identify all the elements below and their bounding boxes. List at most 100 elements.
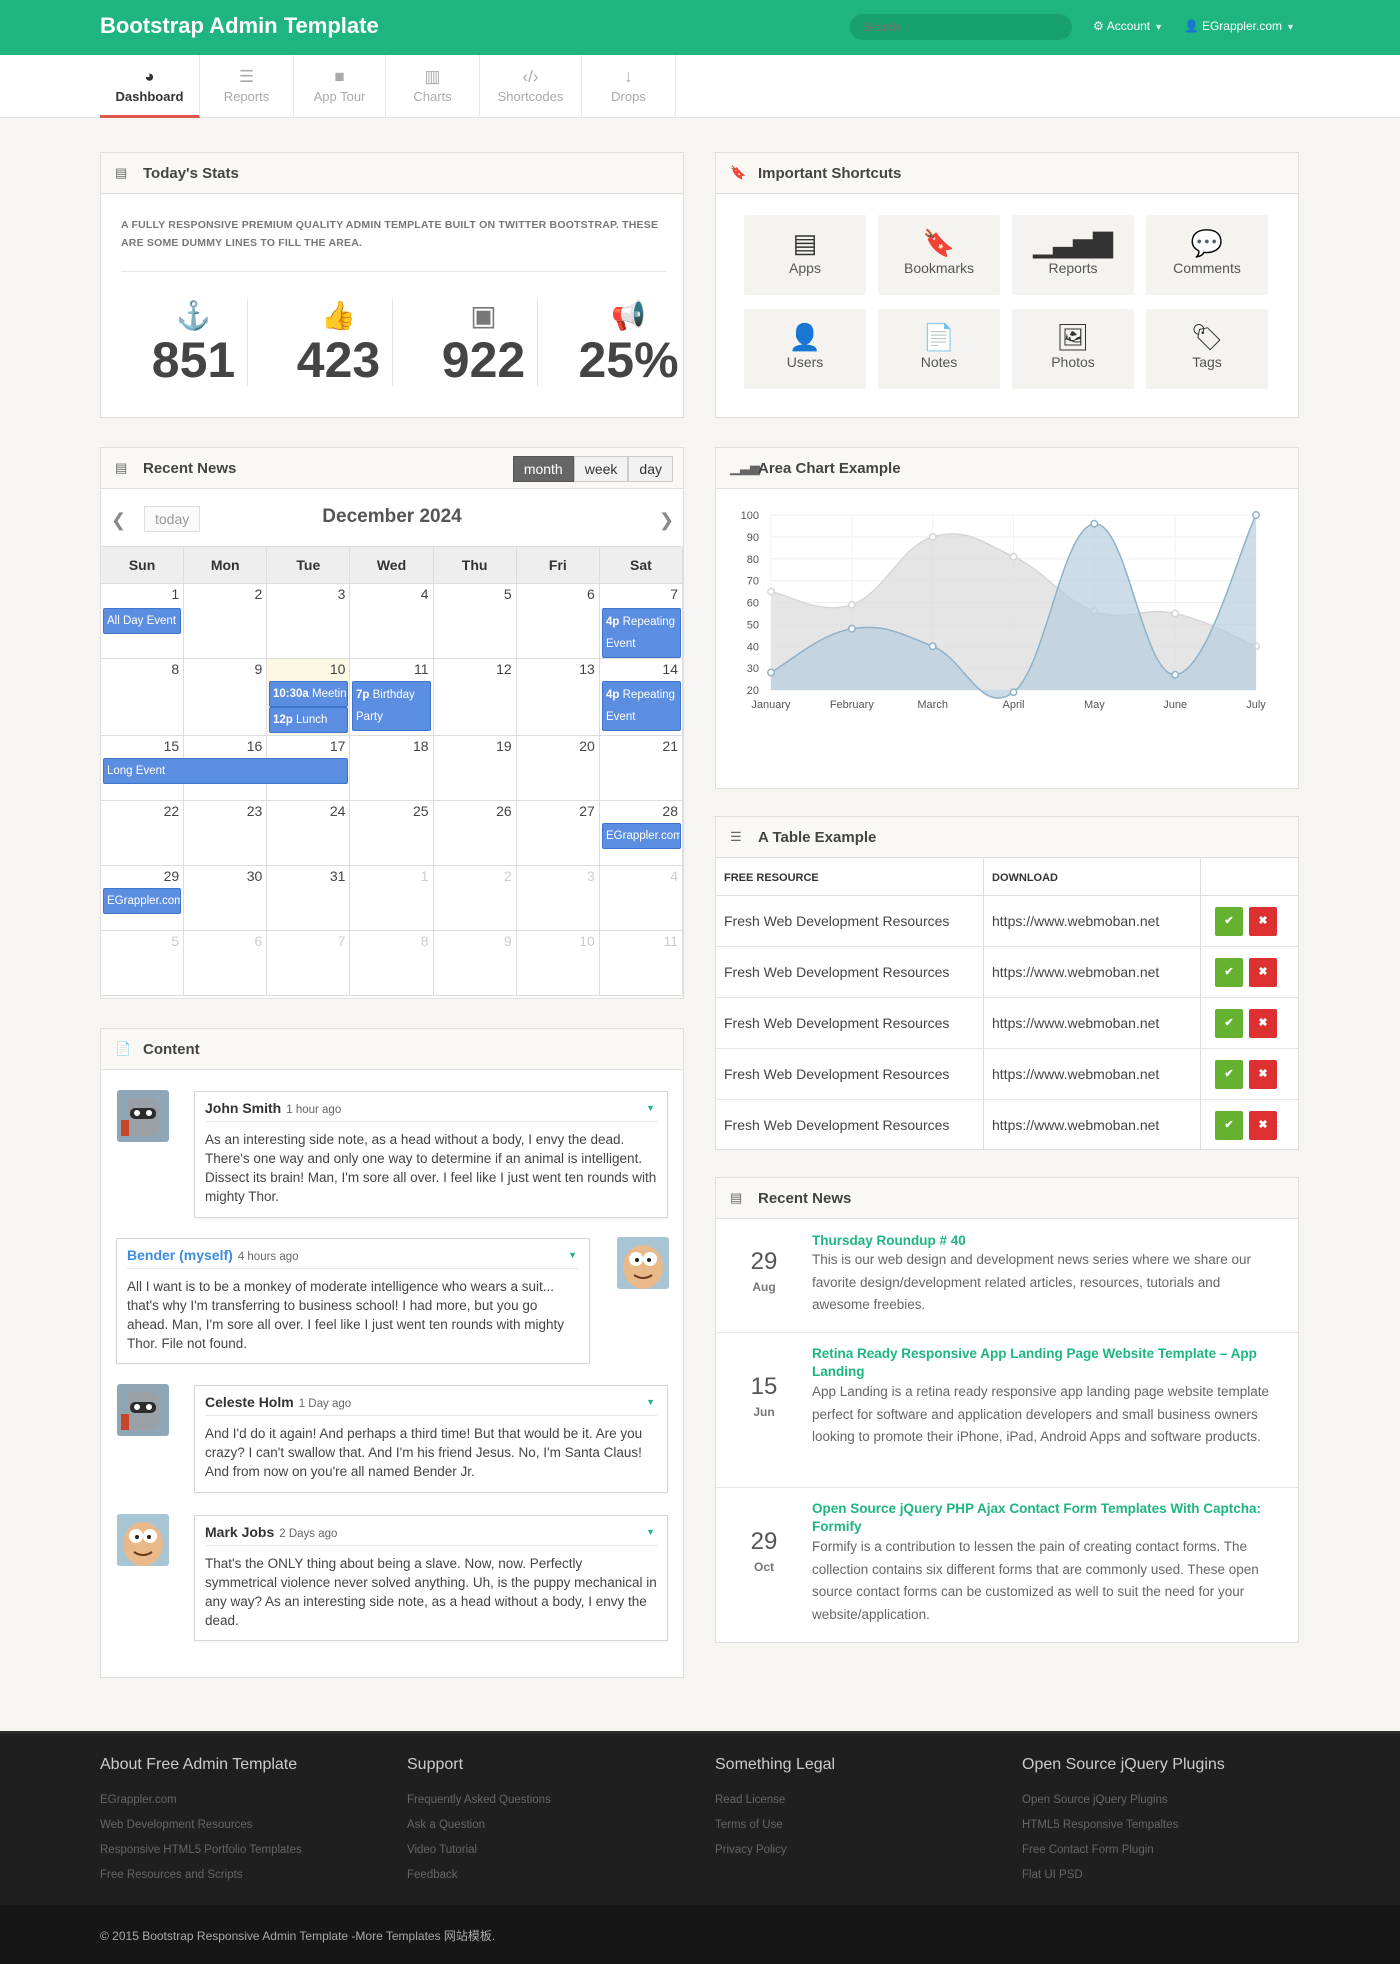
calendar-day[interactable]: 21: [600, 736, 683, 800]
footer-link[interactable]: Read License: [715, 1794, 786, 1806]
delete-button[interactable]: ✖: [1249, 958, 1277, 987]
approve-button[interactable]: ✔: [1215, 958, 1243, 987]
week-view-button[interactable]: week: [573, 456, 629, 482]
calendar-day[interactable]: 14: [600, 659, 683, 735]
footer-link[interactable]: EGrappler.com: [100, 1794, 177, 1806]
calendar-day[interactable]: 20: [517, 736, 600, 800]
calendar-event[interactable]: 4p Repeating Event: [602, 608, 681, 658]
footer-link[interactable]: Privacy Policy: [715, 1844, 787, 1856]
approve-button[interactable]: ✔: [1215, 1009, 1243, 1038]
download-cell[interactable]: https://www.webmoban.net: [992, 1066, 1160, 1082]
calendar-day[interactable]: 1: [350, 866, 434, 930]
calendar-event[interactable]: Long Event: [103, 758, 348, 784]
calendar-day[interactable]: 25: [350, 801, 434, 865]
comment-author[interactable]: Bender (myself): [127, 1247, 233, 1263]
approve-button[interactable]: ✔: [1215, 907, 1243, 936]
calendar-event[interactable]: EGrappler.com: [602, 823, 681, 849]
calendar-day[interactable]: 4: [600, 866, 683, 930]
calendar-day[interactable]: 26: [434, 801, 517, 865]
shortcut-apps[interactable]: ▤ Apps: [744, 215, 866, 295]
news-title[interactable]: Open Source jQuery PHP Ajax Contact Form…: [812, 1501, 1261, 1534]
calendar-event[interactable]: EGrappler.com: [103, 888, 181, 914]
footer-link[interactable]: Free Contact Form Plugin: [1022, 1844, 1154, 1856]
calendar-day[interactable]: 18: [350, 736, 434, 800]
calendar-day[interactable]: 28: [600, 801, 683, 865]
footer-link[interactable]: Frequently Asked Questions: [407, 1794, 551, 1806]
footer-link[interactable]: Terms of Use: [715, 1819, 783, 1831]
footer-link[interactable]: Feedback: [407, 1869, 458, 1881]
month-view-button[interactable]: month: [512, 456, 574, 482]
delete-button[interactable]: ✖: [1249, 1111, 1277, 1140]
calendar-day[interactable]: 23: [184, 801, 268, 865]
calendar-event[interactable]: 10:30a Meeting: [269, 681, 348, 707]
calendar-day[interactable]: 12: [434, 659, 517, 735]
calendar-day[interactable]: 13: [517, 659, 600, 735]
calendar-day[interactable]: 11: [350, 659, 434, 735]
approve-button[interactable]: ✔: [1215, 1111, 1243, 1140]
shortcut-notes[interactable]: 📄 Notes: [878, 309, 1000, 389]
calendar-day[interactable]: 29: [101, 866, 185, 930]
shortcut-users[interactable]: 👤 Users: [744, 309, 866, 389]
subnav-app-tour[interactable]: ■ App Tour: [294, 55, 386, 118]
account-menu[interactable]: ⚙ Account ▼: [1093, 19, 1163, 33]
footer-link[interactable]: Video Tutorial: [407, 1844, 478, 1856]
download-cell[interactable]: https://www.webmoban.net: [992, 1117, 1160, 1133]
subnav-drops[interactable]: ↓ Drops: [582, 55, 676, 118]
calendar-day[interactable]: 6: [517, 584, 600, 658]
shortcut-bookmarks[interactable]: 🔖 Bookmarks: [878, 215, 1000, 295]
calendar-day[interactable]: 6: [184, 931, 268, 995]
chevron-left-icon[interactable]: ❮: [111, 510, 127, 530]
shortcut-tags[interactable]: 🏷 Tags: [1146, 309, 1268, 389]
footer-link[interactable]: HTML5 Responsive Tempaltes: [1022, 1819, 1179, 1831]
calendar-day[interactable]: 30: [184, 866, 268, 930]
calendar-event[interactable]: 12p Lunch: [269, 707, 348, 733]
calendar-day[interactable]: 1: [101, 584, 185, 658]
calendar-event[interactable]: 7p Birthday Party: [352, 681, 431, 731]
calendar-day[interactable]: 2: [434, 866, 517, 930]
footer-link[interactable]: Free Resources and Scripts: [100, 1869, 243, 1881]
caret-down-icon[interactable]: ▼: [646, 1103, 655, 1113]
download-cell[interactable]: https://www.webmoban.net: [992, 1015, 1160, 1031]
calendar-day[interactable]: 9: [184, 659, 268, 735]
calendar-event[interactable]: 4p Repeating Event: [602, 681, 681, 731]
news-title[interactable]: Thursday Roundup # 40: [812, 1233, 966, 1248]
comment-author[interactable]: Celeste Holm: [205, 1394, 294, 1410]
calendar-day[interactable]: 24: [267, 801, 351, 865]
calendar-day[interactable]: 19: [434, 736, 517, 800]
shortcut-reports[interactable]: ▁▃▅▇ Reports: [1012, 215, 1134, 295]
user-menu[interactable]: 👤 EGrappler.com ▼: [1184, 19, 1295, 33]
delete-button[interactable]: ✖: [1249, 907, 1277, 936]
calendar-day[interactable]: 5: [434, 584, 517, 658]
caret-down-icon[interactable]: ▼: [568, 1250, 577, 1260]
footer-link[interactable]: Flat UI PSD: [1022, 1869, 1083, 1881]
calendar-event[interactable]: All Day Event: [103, 608, 181, 634]
calendar-day[interactable]: 8: [350, 931, 434, 995]
calendar-day[interactable]: 7: [267, 931, 351, 995]
calendar-day[interactable]: 22: [101, 801, 185, 865]
search-input[interactable]: [850, 14, 1072, 40]
calendar-day[interactable]: 11: [600, 931, 683, 995]
download-cell[interactable]: https://www.webmoban.net: [992, 964, 1160, 980]
calendar-day[interactable]: 10: [517, 931, 600, 995]
calendar-day[interactable]: 27: [517, 801, 600, 865]
footer-link[interactable]: Responsive HTML5 Portfolio Templates: [100, 1844, 302, 1856]
today-button[interactable]: today: [144, 506, 201, 532]
subnav-charts[interactable]: ▥ Charts: [386, 55, 480, 118]
calendar-day[interactable]: 7: [600, 584, 683, 658]
subnav-dashboard[interactable]: ◕ Dashboard: [100, 55, 200, 118]
caret-down-icon[interactable]: ▼: [646, 1527, 655, 1537]
comment-author[interactable]: John Smith: [205, 1100, 282, 1116]
shortcut-photos[interactable]: 🖼 Photos: [1012, 309, 1134, 389]
footer-link[interactable]: Open Source jQuery Plugins: [1022, 1794, 1168, 1806]
chevron-right-icon[interactable]: ❯: [659, 510, 675, 530]
news-title[interactable]: Retina Ready Responsive App Landing Page…: [812, 1346, 1257, 1379]
delete-button[interactable]: ✖: [1249, 1060, 1277, 1089]
calendar-day[interactable]: 5: [101, 931, 185, 995]
day-view-button[interactable]: day: [628, 456, 673, 482]
brand-title[interactable]: Bootstrap Admin Template: [100, 13, 379, 38]
delete-button[interactable]: ✖: [1249, 1009, 1277, 1038]
caret-down-icon[interactable]: ▼: [646, 1397, 655, 1407]
calendar-day[interactable]: 31: [267, 866, 351, 930]
calendar-day[interactable]: 3: [267, 584, 351, 658]
subnav-reports[interactable]: ☰ Reports: [200, 55, 294, 118]
